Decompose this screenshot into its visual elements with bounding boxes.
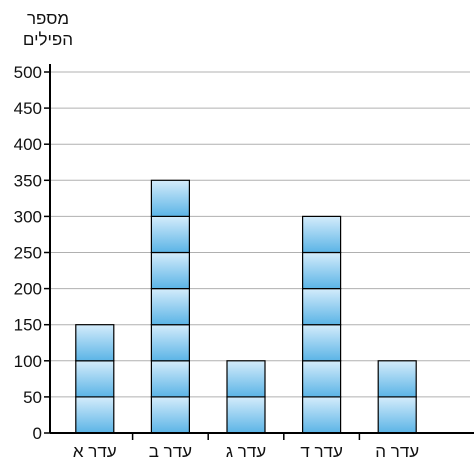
x-category-label: עדר ה xyxy=(375,442,419,461)
bar-segment xyxy=(302,324,342,362)
y-tick-label: 250 xyxy=(14,244,42,263)
y-axis-label: מספר הפילים xyxy=(8,8,88,50)
x-category-label: עדר א xyxy=(73,442,117,461)
y-tick-label: 100 xyxy=(14,352,42,371)
bar-segment xyxy=(302,360,342,398)
y-tick-label: 200 xyxy=(14,280,42,299)
y-tick-label: 350 xyxy=(14,171,42,190)
bar-segment xyxy=(302,396,342,434)
bar-segment xyxy=(302,215,342,254)
x-category-label: עדר ב xyxy=(149,442,192,461)
bar-segment xyxy=(226,396,266,434)
bar-segment xyxy=(150,396,190,434)
y-tick-label: 150 xyxy=(14,316,42,335)
bar-segment xyxy=(302,288,342,326)
bars xyxy=(75,179,417,434)
x-category-label: עדר ד xyxy=(300,442,343,461)
y-axis-label-line-1: מספר xyxy=(26,9,70,28)
bar-segment xyxy=(377,396,417,434)
bar-segment xyxy=(150,179,190,218)
bar-segment xyxy=(150,215,190,254)
y-axis-label-line-2: הפילים xyxy=(22,30,74,49)
axes xyxy=(49,64,474,434)
bar-segment xyxy=(150,324,190,362)
bar-segment xyxy=(150,251,190,290)
bar-segment xyxy=(75,360,115,398)
y-tick-label: 300 xyxy=(14,207,42,226)
y-tick-label: 0 xyxy=(33,424,42,443)
labels: 0 50 100 150 200 250 300 350 400 450 500 עדר א עדר ב… xyxy=(14,63,420,461)
y-tick-label: 400 xyxy=(14,135,42,154)
bar-segment xyxy=(150,360,190,398)
bar-segment xyxy=(150,288,190,326)
bar-segment xyxy=(226,360,266,398)
x-category-label: עדר ג xyxy=(226,442,266,461)
bar-segment xyxy=(75,396,115,434)
y-tick-label: 450 xyxy=(14,99,42,118)
bar-segment xyxy=(302,251,342,290)
y-tick-label: 50 xyxy=(23,388,42,407)
bar-segment xyxy=(75,324,115,362)
y-tick-label: 500 xyxy=(14,63,42,82)
bar-segment xyxy=(377,360,417,398)
